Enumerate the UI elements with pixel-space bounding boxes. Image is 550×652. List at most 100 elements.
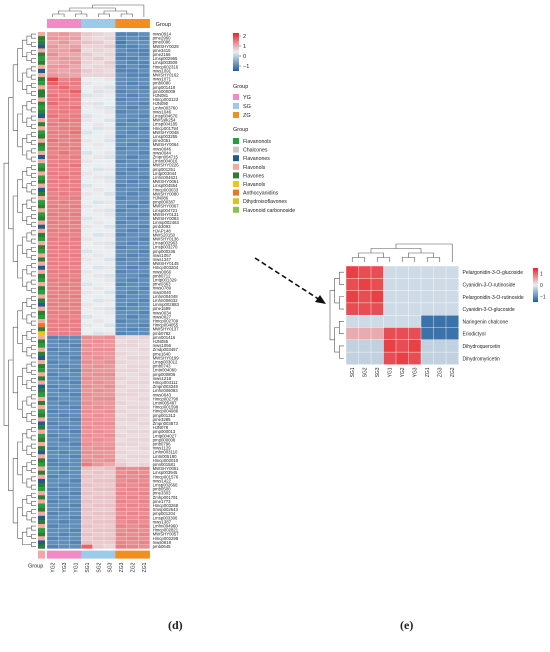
heatmap-cell [126,52,139,57]
heatmap-cell [46,359,59,365]
row-label: Lmhn003110 [153,450,178,455]
heatmap-cell [58,122,71,127]
row-label: Lmmp002463 [153,220,180,225]
heatmap-cell [58,507,71,513]
row-class-annotation-cell [38,405,45,410]
e-heatmap-cell [395,351,409,365]
heatmap-cell [58,154,71,160]
row-label: Lmhn004960 [153,524,179,529]
heatmap-cell [46,191,59,197]
row-label: pme3303 [153,491,172,496]
row-label: pmp000806 [153,372,176,377]
row-class-annotation-cell [38,142,45,147]
e-row-label: Dihydroquercetin [463,344,501,350]
heatmap-cell [138,392,150,398]
heatmap-cell [126,376,139,381]
row-dendrogram-branch [31,238,36,244]
top-group-annotation-cell [104,19,116,28]
row-dendrogram-branch [31,361,36,367]
heatmap-cell [58,163,71,168]
row-dendrogram-branch [17,179,23,213]
row-class-annotation-cell [38,273,45,279]
dashed-arrow-line [254,257,321,301]
heatmap-cell [103,64,116,70]
heatmap-cell [81,261,93,267]
heatmap-cell [126,347,139,353]
heatmap-cell [115,413,128,418]
heatmap-cell [58,380,71,385]
heatmap-cell [103,72,116,78]
heatmap-cell [69,491,82,496]
group-legend-label: YG [243,95,251,101]
heatmap-cell [115,523,128,529]
heatmap-cell [58,351,71,357]
row-label: MWSHY0083 [153,216,180,221]
heatmap-cell [115,130,128,135]
heatmap-cell [58,450,71,455]
heatmap-cell [58,64,71,70]
row-dendrogram-branch [31,255,36,260]
row-class-annotation-cell [38,118,45,123]
heatmap-cell [138,347,150,353]
row-dendrogram-branch [17,376,23,410]
heatmap-cell [126,298,139,303]
heatmap-cell [126,109,139,115]
heatmap-cell [115,392,128,398]
heatmap-cell [81,417,93,422]
heatmap-cell [115,450,128,455]
heatmap-cell [92,179,105,185]
heatmap-cell [103,409,116,414]
heatmap-cell [138,273,150,279]
e-heatmap-cell [370,290,384,304]
heatmap-cell [69,478,82,484]
heatmap-cell [138,532,150,537]
e-heatmap-cell [383,302,397,316]
heatmap-cell [126,404,139,410]
heatmap-cell [92,228,105,234]
heatmap-cell [103,44,116,49]
heatmap-cell [81,441,93,447]
row-label: MWSHY0048 [153,130,180,135]
heatmap-cell [69,462,82,467]
heatmap-cell [92,491,105,496]
heatmap-cell [126,277,139,283]
row-class-annotation-cell [38,155,45,160]
heatmap-cell [115,146,128,152]
heatmap-cell [69,306,82,312]
heatmap-cell [81,298,93,303]
row-label: Hmcp002010 [153,458,179,463]
heatmap-cell [115,384,128,390]
heatmap-cell [126,454,139,459]
row-class-annotation-cell [38,290,45,295]
heatmap-cell [46,81,59,86]
heatmap-cell [126,81,139,86]
heatmap-cell [115,204,128,209]
heatmap-cell [69,322,82,328]
heatmap-cell [81,359,93,365]
heatmap-cell [58,540,71,545]
heatmap-cell [103,216,116,221]
e-heatmap-cell [433,351,447,365]
heatmap-cell [46,281,59,287]
heatmap-cell [81,343,93,349]
heatmap-cell [69,146,82,152]
e-row-dendrogram-branch [334,327,340,353]
bottom-group-annotation-cell [126,550,139,559]
row-class-annotation-cell [38,187,45,192]
heatmap-cell [81,302,93,308]
heatmap-cell [138,183,150,189]
heatmap-cell [81,425,93,431]
color-scale-tick-label: 1 [243,44,246,50]
row-class-annotation-cell [38,232,45,238]
heatmap-cell [103,220,116,226]
heatmap-cell [103,294,116,299]
heatmap-cell [46,68,59,74]
heatmap-cell [92,380,105,385]
row-label: pmn000008 [153,89,176,94]
heatmap-cell [103,281,116,287]
heatmap-cell [115,261,128,267]
e-heatmap-cell [445,351,459,365]
heatmap-cell [81,404,93,410]
heatmap-cell [81,314,93,320]
heatmap-cell [46,491,59,496]
